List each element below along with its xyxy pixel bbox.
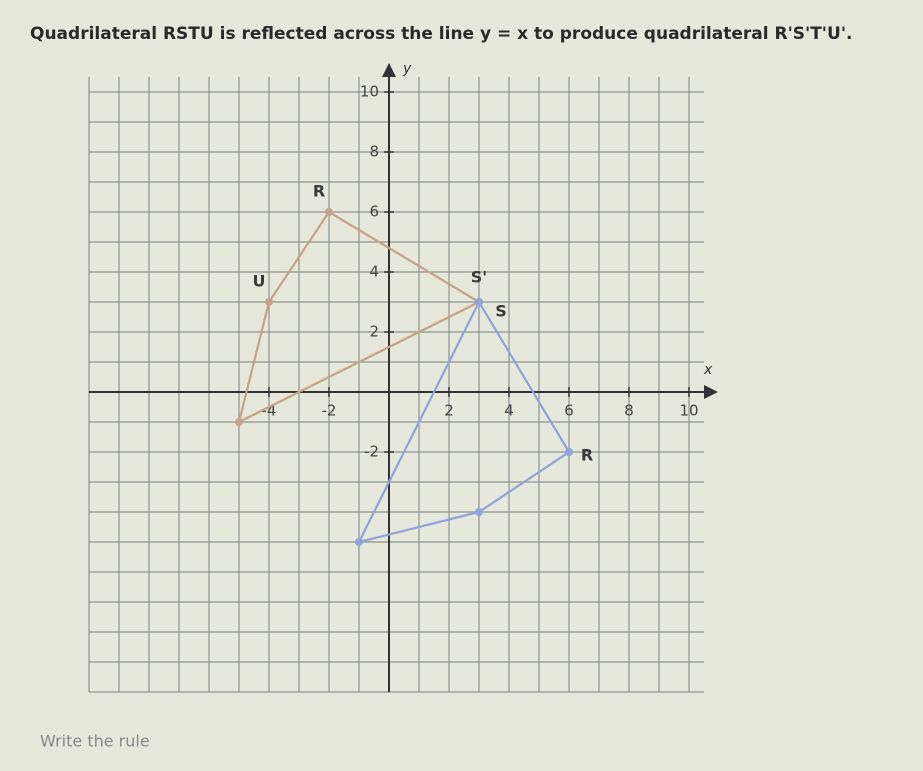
vertex [475,298,483,306]
vertex [355,538,363,546]
x-tick-label: 8 [624,402,634,420]
y-axis-label: y [402,61,412,77]
x-tick-label: -2 [322,402,337,420]
x-tick-label: 2 [444,402,454,420]
vertex [235,418,243,426]
y-tick-label: -2 [364,443,379,461]
y-tick-label: 10 [360,83,379,101]
y-tick-label: 2 [369,323,379,341]
y-arrow [382,63,396,77]
x-arrow [704,385,718,399]
vertex-label: U [253,272,266,291]
vertex-label: S [495,302,507,321]
vertex [475,508,483,516]
vertex [265,298,273,306]
x-tick-label: 4 [504,402,514,420]
vertex-label: R [313,182,325,201]
vertex [325,208,333,216]
vertex-label: R [581,446,593,465]
vertex [565,448,573,456]
y-tick-label: 6 [369,203,379,221]
x-tick-label: 10 [679,402,698,420]
x-axis-label: x [703,362,713,378]
x-tick-label: 6 [564,402,574,420]
footer-text: Write the rule [40,732,150,751]
question: Quadrilateral RSTU is reflected across t… [30,24,852,44]
vertex-label: S' [471,268,487,287]
y-tick-label: 8 [369,143,379,161]
y-tick-label: 4 [369,263,379,281]
